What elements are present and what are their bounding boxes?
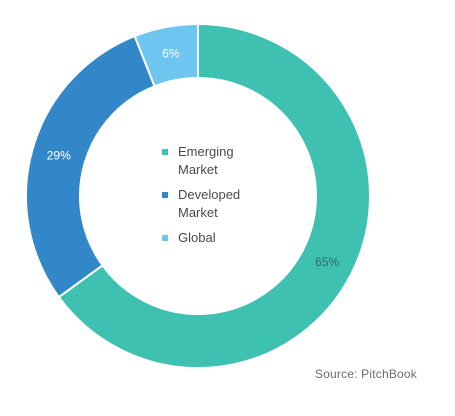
slice-developed-market — [25, 34, 156, 299]
legend-swatch-emerging-market — [162, 149, 168, 155]
slice-emerging-market — [57, 22, 371, 369]
legend-label-global: Global — [178, 230, 216, 245]
legend-item-developed-market: Developed Market — [162, 186, 272, 222]
legend-label-developed-market-line-2: Market — [178, 205, 218, 220]
legend-item-global: Global — [162, 229, 272, 247]
legend-label-emerging-market-line-1: Emerging — [178, 144, 234, 159]
slice-value-label-developed-market: 29% — [47, 149, 71, 163]
legend-label-developed-market-line-1: Developed — [178, 187, 241, 202]
legend-swatch-global — [162, 235, 168, 241]
slice-value-label-emerging-market: 65% — [315, 255, 339, 269]
chart-legend: Emerging Market Developed Market Global — [162, 143, 272, 254]
slice-global — [133, 22, 199, 88]
legend-swatch-developed-market — [162, 192, 168, 198]
slice-value-label-global: 6% — [162, 47, 180, 61]
legend-label-emerging-market-line-2: Market — [178, 162, 218, 177]
legend-item-emerging-market: Emerging Market — [162, 143, 272, 179]
source-note: Source: PitchBook — [314, 367, 417, 381]
